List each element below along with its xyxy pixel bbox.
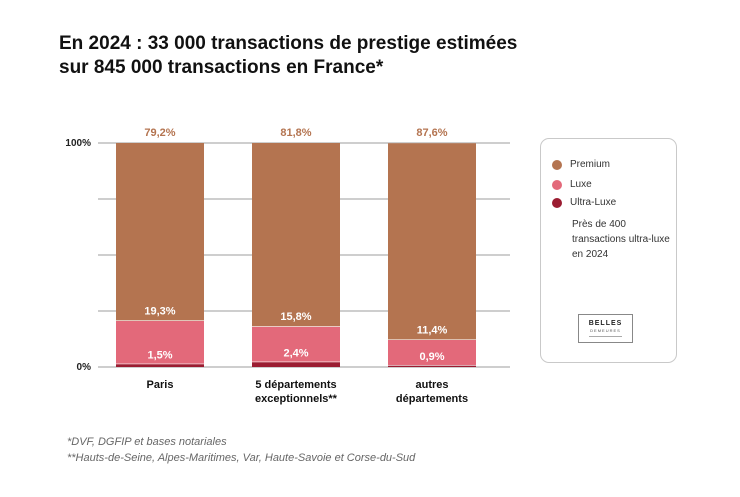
bar-segment [116, 363, 204, 367]
bar-segment [116, 143, 204, 321]
x-tick-label: exceptionnels** [255, 393, 338, 405]
belles-demeures-logo: BELLES DEMEURES [578, 314, 633, 343]
legend-swatch-luxe [552, 179, 562, 190]
bar-segment [116, 320, 204, 364]
legend: Premium Luxe Ultra-Luxe Près de 400 tran… [540, 138, 677, 363]
data-label-luxe: 11,4% [417, 324, 448, 336]
y-tick-label: 0% [77, 362, 92, 373]
legend-swatch-ultra-luxe [552, 197, 562, 208]
bar-segment [388, 364, 476, 367]
legend-swatch-premium [552, 159, 562, 170]
footnote-1: *DVF, DGFIP et bases notariales [67, 436, 227, 448]
y-tick-label: 100% [65, 138, 91, 149]
logo-text-line-2: DEMEURES [590, 328, 621, 333]
chart-title-line-1: En 2024 : 33 000 transactions de prestig… [59, 33, 518, 54]
x-tick-label: 5 départements [255, 379, 336, 391]
legend-item-ultra-luxe: Ultra-Luxe [552, 197, 616, 208]
data-label-ultra-luxe: 0,9% [419, 351, 444, 363]
stacked-bar-chart: 100% 0% 1,5% 19,3% 79,2% 2,4% 15,8% 81,8% 0,9% 11… [65, 127, 510, 405]
logo-text-line-1: BELLES [588, 320, 623, 327]
data-label-luxe: 15,8% [280, 311, 311, 323]
legend-item-luxe: Luxe [552, 179, 592, 190]
x-tick-label: Paris [147, 379, 174, 391]
bar-segment [388, 143, 476, 340]
bar-segment [252, 326, 340, 362]
x-tick-label: départements [396, 393, 468, 405]
data-label-ultra-luxe: 1,5% [147, 350, 172, 362]
legend-item-premium: Premium [552, 159, 610, 170]
legend-label-ultra-luxe: Ultra-Luxe [570, 197, 617, 208]
legend-label-premium: Premium [570, 159, 611, 170]
bar-segment [252, 361, 340, 367]
data-label-premium: 81,8% [280, 127, 311, 139]
chart-title: En 2024 : 33 000 transactions de prestig… [59, 32, 619, 80]
data-label-premium: 79,2% [144, 127, 175, 139]
footnotes: *DVF, DGFIP et bases notariales **Hauts-… [67, 434, 415, 466]
footnote-2: **Hauts-de-Seine, Alpes-Maritimes, Var, … [67, 452, 416, 464]
bar-segment [388, 339, 476, 365]
data-label-premium: 87,6% [416, 127, 447, 139]
chart-title-line-2: sur 845 000 transactions en France* [59, 57, 384, 78]
legend-label-luxe: Luxe [570, 179, 592, 190]
bar-segment [252, 143, 340, 327]
data-label-luxe: 19,3% [144, 305, 175, 317]
data-label-ultra-luxe: 2,4% [283, 348, 308, 360]
logo-rule [589, 336, 622, 337]
x-tick-label: autres [415, 379, 448, 391]
legend-note: Près de 400 transactions ultra-luxe en 2… [572, 219, 670, 260]
